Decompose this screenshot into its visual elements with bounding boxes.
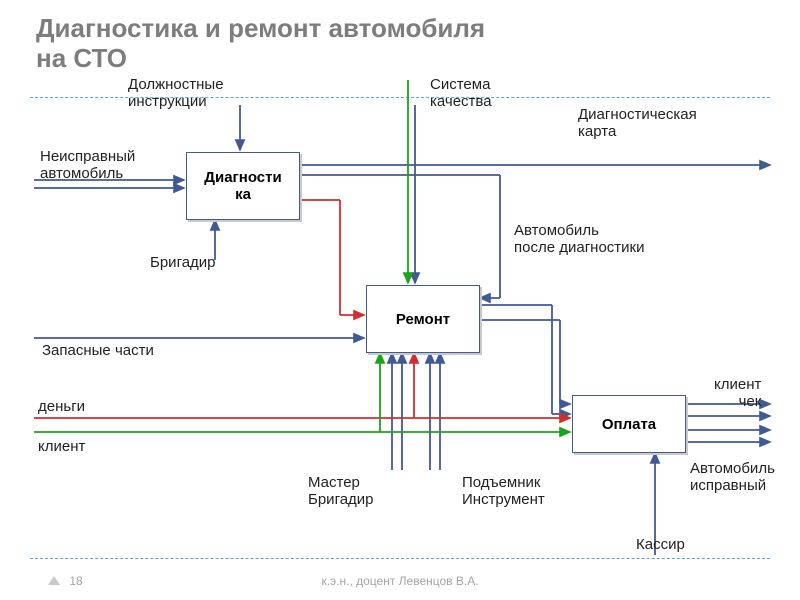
node-diagnostika: Диагности ка <box>186 152 300 220</box>
lbl-diagkarta: Диагностическая карта <box>578 106 697 141</box>
node-oplata-label: Оплата <box>602 416 656 433</box>
lbl-kassir: Кассир <box>636 536 685 553</box>
lbl-klientchek: клиент чек <box>714 376 761 411</box>
lbl-master: Мастер Бригадир <box>308 474 374 509</box>
lbl-neispr: Неисправный автомобиль <box>40 148 135 183</box>
node-remont-label: Ремонт <box>396 311 450 328</box>
lbl-klient: клиент <box>38 438 85 455</box>
lbl-dolzh: Должностные инструкции <box>128 76 224 111</box>
footer-author: к.э.н., доцент Левенцов В.А. <box>0 574 800 588</box>
lbl-avtoposle: Автомобиль после диагностики <box>514 222 645 257</box>
node-diag-label: Диагности ка <box>204 169 281 203</box>
footer-page: 18 <box>48 574 83 588</box>
lbl-dengi: деньги <box>38 398 85 415</box>
lbl-zap: Запасные части <box>42 342 154 359</box>
node-remont: Ремонт <box>366 285 480 353</box>
lbl-brig: Бригадир <box>150 254 216 271</box>
lbl-avtoispr: Автомобиль исправный <box>690 460 775 495</box>
lbl-podyem: Подъемник Инструмент <box>462 474 545 509</box>
lbl-sist: Система качества <box>430 76 492 111</box>
node-oplata: Оплата <box>572 395 686 453</box>
page-number: 18 <box>69 574 82 588</box>
